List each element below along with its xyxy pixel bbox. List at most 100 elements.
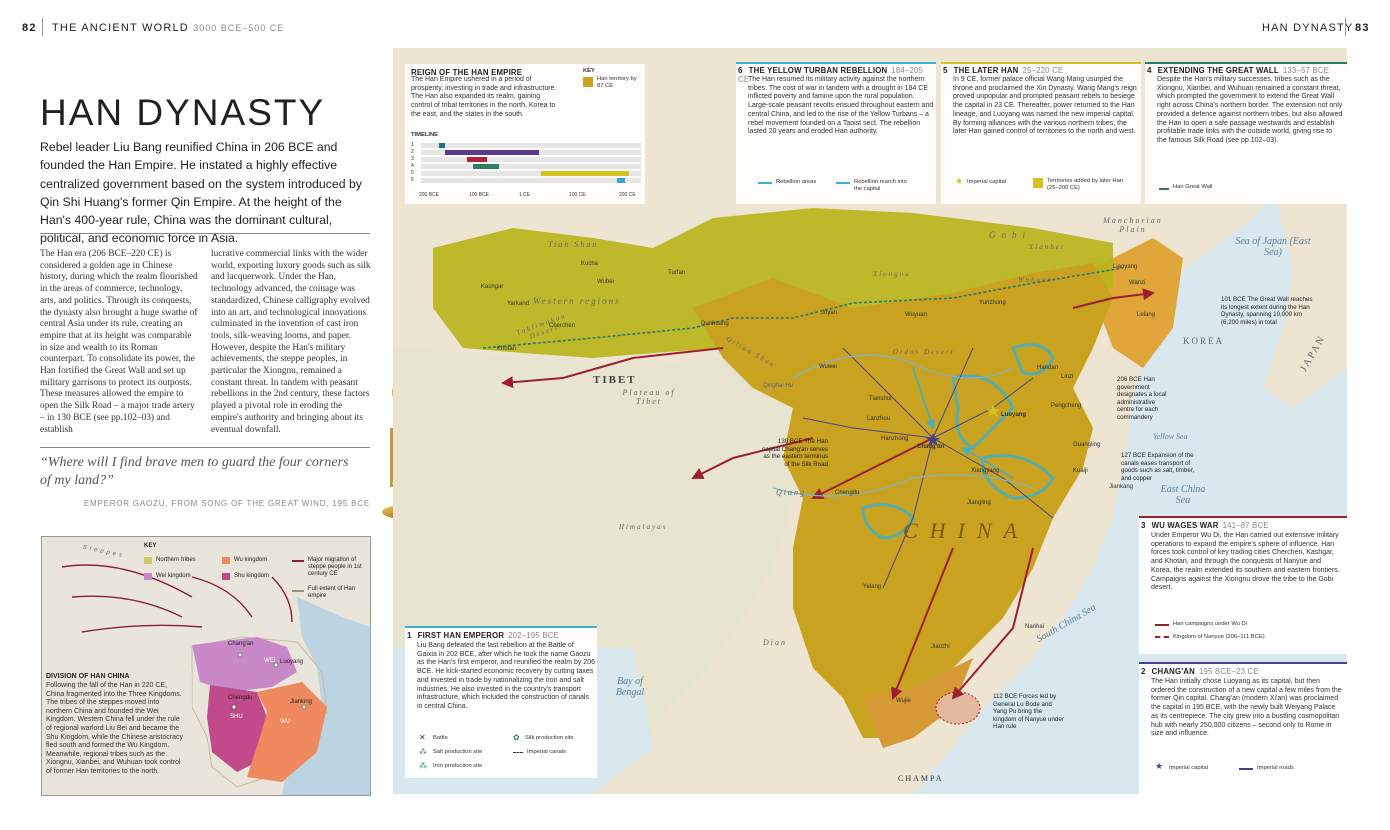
p6-legend-0: Rebellion areas — [776, 179, 817, 185]
key-wu-kingdom: Wu kingdom — [234, 557, 268, 563]
pull-quote: “Where will I find brave men to guard th… — [40, 455, 349, 488]
city-yunzhong: Yunzhong — [979, 300, 1006, 306]
label-east-china-sea: East China Sea — [1160, 484, 1206, 506]
city-changan: Chang'an — [917, 444, 945, 450]
divider — [42, 18, 43, 36]
p3-head: 3 WU WAGES WAR 141–87 BCE — [1141, 521, 1269, 530]
swatch-han-territory — [583, 77, 593, 87]
p3-legend-0: Han campaigns under Wu Di — [1173, 621, 1248, 627]
label-xiongnu: Xiongnu — [873, 270, 911, 278]
right-page-number: 83 — [1355, 22, 1370, 34]
timeline-bar — [439, 143, 445, 148]
key-shu-kingdom: Shu kingdom — [234, 573, 270, 579]
timeline-bar — [473, 164, 499, 169]
canal-swatch — [513, 752, 523, 753]
p6-legend-1: Rebellion march into the capital — [854, 179, 907, 192]
p3-dates: 141–87 BCE — [1222, 521, 1269, 530]
reign-panel: REIGN OF THE HAN EMPIRE The Han Empire u… — [405, 64, 645, 204]
swatch-nanyue — [1155, 636, 1169, 640]
p6-head: 6 THE YELLOW TURBAN REBELLION 184–205 CE — [738, 66, 936, 84]
annotation-nanyue: 112 BCE Forces led by General Lu Bode an… — [993, 693, 1064, 731]
city-wujie: Wujie — [896, 698, 911, 704]
p4-bar — [1145, 62, 1347, 64]
panel-yellow-turban: 6 THE YELLOW TURBAN REBELLION 184–205 CE T… — [736, 64, 936, 204]
shu-kingdom-area — [207, 685, 267, 772]
p6-bar — [736, 62, 936, 64]
label-ordos: Ordos Desert — [893, 348, 955, 356]
timeline-row-label: 2 — [411, 149, 414, 155]
p5-head: 5 THE LATER HAN 25–220 CE — [943, 66, 1063, 75]
timeline-bar — [541, 171, 629, 176]
city-pengcheng: Pengcheng — [1051, 403, 1082, 409]
han-territory — [693, 263, 1113, 738]
p1-legend-0: Battle — [433, 735, 448, 741]
p5-num: 5 — [943, 66, 948, 75]
p5-text: In 9 CE, former palace official Wang Man… — [953, 76, 1137, 136]
label-xianbei: Xianbei — [1029, 243, 1065, 251]
p3-text: Under Emperor Wu Di, the Han carried out… — [1151, 532, 1340, 592]
p1-legend-2: Salt production site — [433, 749, 483, 755]
reign-text: The Han Empire ushered in a period of pr… — [411, 76, 557, 118]
label-bay-of-bengal: Bay of Bengal — [615, 676, 645, 698]
right-running-head: HAN DYNASTY — [1262, 22, 1354, 34]
left-book-title: THE ANCIENT WORLD 3000 BCE–500 CE — [52, 22, 284, 34]
city-tianshui: Tianshui — [869, 396, 892, 402]
p4-text: Despite the Han's military successes, tr… — [1157, 76, 1343, 144]
inset-key-title: KEY — [144, 543, 157, 549]
city-linzi: Linzi — [1061, 374, 1074, 380]
city-hanzhong: Hanzhong — [881, 436, 909, 442]
timeline-track — [421, 157, 641, 162]
timeline-track — [421, 164, 641, 169]
page-title: HAN DYNASTY — [40, 92, 326, 133]
division-panel — [42, 671, 192, 795]
label-western-regions: Western regions — [533, 296, 621, 306]
label-wei: WEI — [264, 658, 276, 664]
wei-kingdom-area — [192, 637, 297, 692]
timeline-row-label: 1 — [411, 142, 414, 148]
book-dates: 3000 BCE–500 CE — [193, 23, 285, 33]
p3-bar — [1139, 516, 1347, 518]
p2-bar — [1139, 662, 1347, 664]
timeline-axis-tick: 200 BCE — [419, 192, 440, 198]
panel-great-wall: 4 EXTENDING THE GREAT WALL 133–57 BCE Desp… — [1145, 64, 1347, 204]
swatch-northern-tribes — [144, 557, 152, 564]
division-title: DIVISION OF HAN CHINA — [46, 673, 130, 680]
city-dunhuang: Dunhuang — [701, 321, 729, 327]
p2-dates: 195 BCE–23 CE — [1198, 667, 1259, 676]
label-dian: Dian — [763, 638, 787, 647]
city-wuwei: Wuwei — [819, 364, 837, 370]
p4-legend-0: Han Great Wall — [1173, 184, 1213, 190]
key-northern-tribes: Northern tribes — [156, 557, 196, 563]
division-text: Following the fall of the Han in 220 CE,… — [46, 682, 183, 775]
city-jiaozhi: Jiaozhi — [931, 644, 950, 650]
main-map-graphic — [393, 48, 1347, 794]
city-chengdu: Chengdu — [835, 490, 860, 496]
p2-title: CHANG'AN — [1151, 667, 1195, 676]
swatch-wei — [144, 573, 152, 580]
key-wei-kingdom: Wei kingdom — [156, 573, 191, 579]
migration-arrow — [191, 576, 253, 618]
wu-kingdom-area — [247, 682, 327, 782]
label-china: CHINA — [903, 518, 1029, 543]
timeline-bar — [467, 157, 487, 162]
swatch-roads — [1239, 768, 1253, 770]
city-lelang: Lelang — [1137, 312, 1156, 318]
timeline-axis: 200 BCE 100 BCE 1 CE 100 CE 200 CE — [419, 192, 639, 201]
city-cherchen: Cherchen — [549, 323, 576, 329]
p5-legend-0: Imperial capital — [967, 179, 1006, 185]
city-liaoyang: Liaoyang — [1113, 264, 1138, 270]
timeline-row-label: 3 — [411, 156, 414, 162]
timeline-track — [421, 178, 641, 183]
p4-num: 4 — [1147, 66, 1152, 75]
battle-icon: ✕ — [419, 733, 426, 742]
city-turfan: Turfan — [668, 270, 686, 276]
place-chengdu: Chengdu — [228, 695, 253, 701]
book-title: THE ANCIENT WORLD — [52, 22, 189, 34]
city-yelang: Yelang — [863, 584, 882, 590]
city-lanzhou: Lanzhou — [867, 416, 891, 422]
place-luoyang: Luoyang — [280, 659, 304, 665]
p2-num: 2 — [1141, 667, 1146, 676]
place-changan: Chang'an — [228, 641, 254, 647]
p1-legend-4: Iron production site — [433, 763, 483, 769]
p1-title: FIRST HAN EMPEROR — [417, 631, 505, 640]
